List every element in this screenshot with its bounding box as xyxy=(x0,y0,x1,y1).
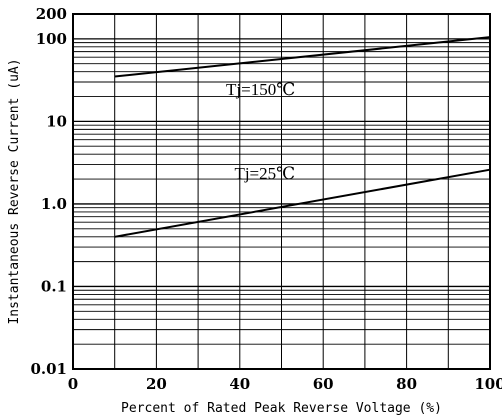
y-tick-label: 0.01 xyxy=(30,360,67,378)
y-tick-label: 1.0 xyxy=(41,195,67,213)
x-tick-label: 20 xyxy=(146,375,167,393)
x-tick-label: 0 xyxy=(68,375,78,393)
tick-labels: 0 20 40 60 80 100 0.01 0.1 1.0 10 100 200 xyxy=(30,5,502,393)
series-line-1 xyxy=(114,36,491,78)
y-tick-label: 0.1 xyxy=(41,277,67,295)
x-tick-label: 60 xyxy=(313,375,334,393)
x-axis-title: Percent of Rated Peak Reverse Voltage (%… xyxy=(121,401,442,416)
x-tick-label: 100 xyxy=(474,375,502,393)
y-tick-label: 200 xyxy=(36,5,67,23)
series-annotation: Tj=150℃ xyxy=(226,80,295,99)
series-group xyxy=(114,36,491,238)
y-axis-title: Instantaneous Reverse Current (uA) xyxy=(7,58,22,324)
annotations: Tj=150℃ Tj=25℃ xyxy=(226,80,295,183)
grid xyxy=(73,14,490,369)
x-tick-label: 40 xyxy=(229,375,250,393)
y-tick-label: 10 xyxy=(46,112,67,130)
series-line-2 xyxy=(114,168,491,238)
plot-frame xyxy=(72,13,491,370)
x-tick-label: 80 xyxy=(396,375,417,393)
y-tick-label: 100 xyxy=(36,30,67,48)
series-annotation: Tj=25℃ xyxy=(234,164,295,183)
